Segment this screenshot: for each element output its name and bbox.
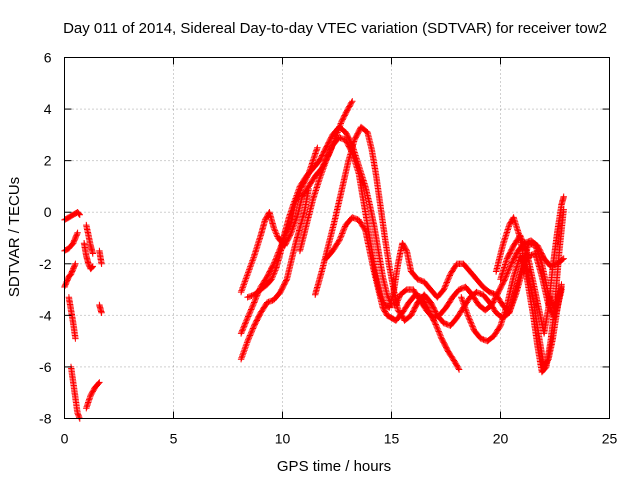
series-j [96, 301, 105, 316]
data-points [61, 98, 567, 422]
x-axis-ticks: 0 5 10 15 20 25 [61, 57, 618, 447]
y-tick-label: -8 [39, 411, 52, 427]
chart-title: Day 011 of 2014, Sidereal Day-to-day VTE… [63, 20, 607, 37]
y-tick-label: 0 [44, 204, 52, 220]
y-tick-label: -6 [39, 359, 52, 375]
series-t [497, 193, 567, 337]
series-markers [497, 193, 567, 337]
series-markers [67, 363, 83, 422]
y-tick-label: 4 [44, 101, 52, 117]
series-markers [83, 379, 103, 412]
series-markers [83, 221, 96, 257]
x-tick-label: 10 [275, 431, 291, 447]
series-f [83, 379, 103, 412]
x-tick-label: 0 [61, 431, 69, 447]
y-tick-label: 2 [44, 153, 52, 169]
y-tick-label: -2 [39, 256, 52, 272]
series-markers [296, 134, 565, 316]
series-markers [96, 247, 105, 267]
series-markers [61, 260, 79, 291]
series-m [237, 185, 312, 363]
series-markers [322, 214, 463, 373]
series-q [322, 214, 463, 373]
series-e [67, 363, 83, 422]
x-axis-label: GPS time / hours [277, 458, 391, 475]
x-tick-label: 15 [384, 431, 400, 447]
series-markers [237, 185, 312, 363]
y-tick-label: -4 [39, 307, 52, 323]
grid-lines [64, 57, 610, 419]
series-markers [65, 294, 79, 342]
series-g [80, 240, 96, 273]
y-axis-label: SDTVAR / TECUs [6, 177, 23, 297]
series-d [65, 294, 79, 342]
series-o [296, 134, 565, 316]
y-tick-label: 6 [44, 50, 52, 66]
x-tick-label: 20 [493, 431, 509, 447]
plot-frame [64, 57, 610, 419]
series-c [61, 260, 79, 291]
series-markers [96, 301, 105, 316]
x-tick-label: 25 [602, 431, 618, 447]
series-markers [80, 240, 96, 273]
series-i [96, 247, 105, 267]
y-axis-ticks: -8 -6 -4 -2 0 2 4 6 [39, 50, 610, 427]
x-tick-label: 5 [170, 431, 178, 447]
series-h [83, 221, 96, 257]
